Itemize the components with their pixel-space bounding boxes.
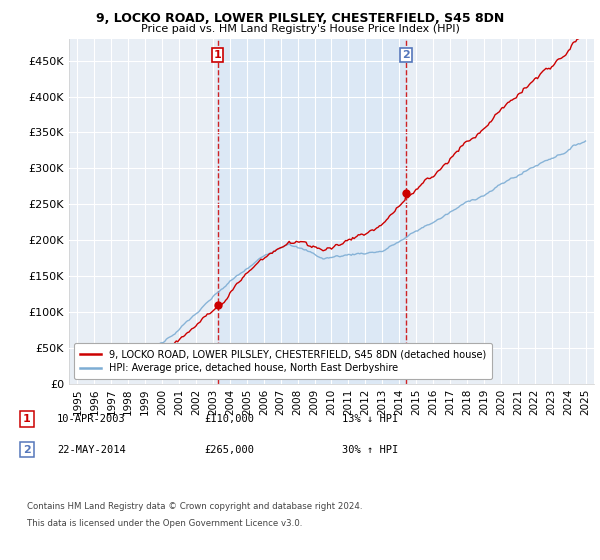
Legend: 9, LOCKO ROAD, LOWER PILSLEY, CHESTERFIELD, S45 8DN (detached house), HPI: Avera: 9, LOCKO ROAD, LOWER PILSLEY, CHESTERFIE… <box>74 343 492 379</box>
Text: 1: 1 <box>214 49 221 59</box>
Text: 9, LOCKO ROAD, LOWER PILSLEY, CHESTERFIELD, S45 8DN: 9, LOCKO ROAD, LOWER PILSLEY, CHESTERFIE… <box>96 12 504 25</box>
Text: 2: 2 <box>23 445 31 455</box>
Text: £265,000: £265,000 <box>204 445 254 455</box>
Text: 30% ↑ HPI: 30% ↑ HPI <box>342 445 398 455</box>
Text: 1: 1 <box>23 414 31 424</box>
Text: Contains HM Land Registry data © Crown copyright and database right 2024.: Contains HM Land Registry data © Crown c… <box>27 502 362 511</box>
Text: This data is licensed under the Open Government Licence v3.0.: This data is licensed under the Open Gov… <box>27 519 302 528</box>
Text: 22-MAY-2014: 22-MAY-2014 <box>57 445 126 455</box>
Bar <box>218 39 406 384</box>
Text: £110,000: £110,000 <box>204 414 254 424</box>
Text: 10-APR-2003: 10-APR-2003 <box>57 414 126 424</box>
Text: Price paid vs. HM Land Registry's House Price Index (HPI): Price paid vs. HM Land Registry's House … <box>140 24 460 34</box>
Text: 13% ↓ HPI: 13% ↓ HPI <box>342 414 398 424</box>
Text: 2: 2 <box>402 49 410 59</box>
